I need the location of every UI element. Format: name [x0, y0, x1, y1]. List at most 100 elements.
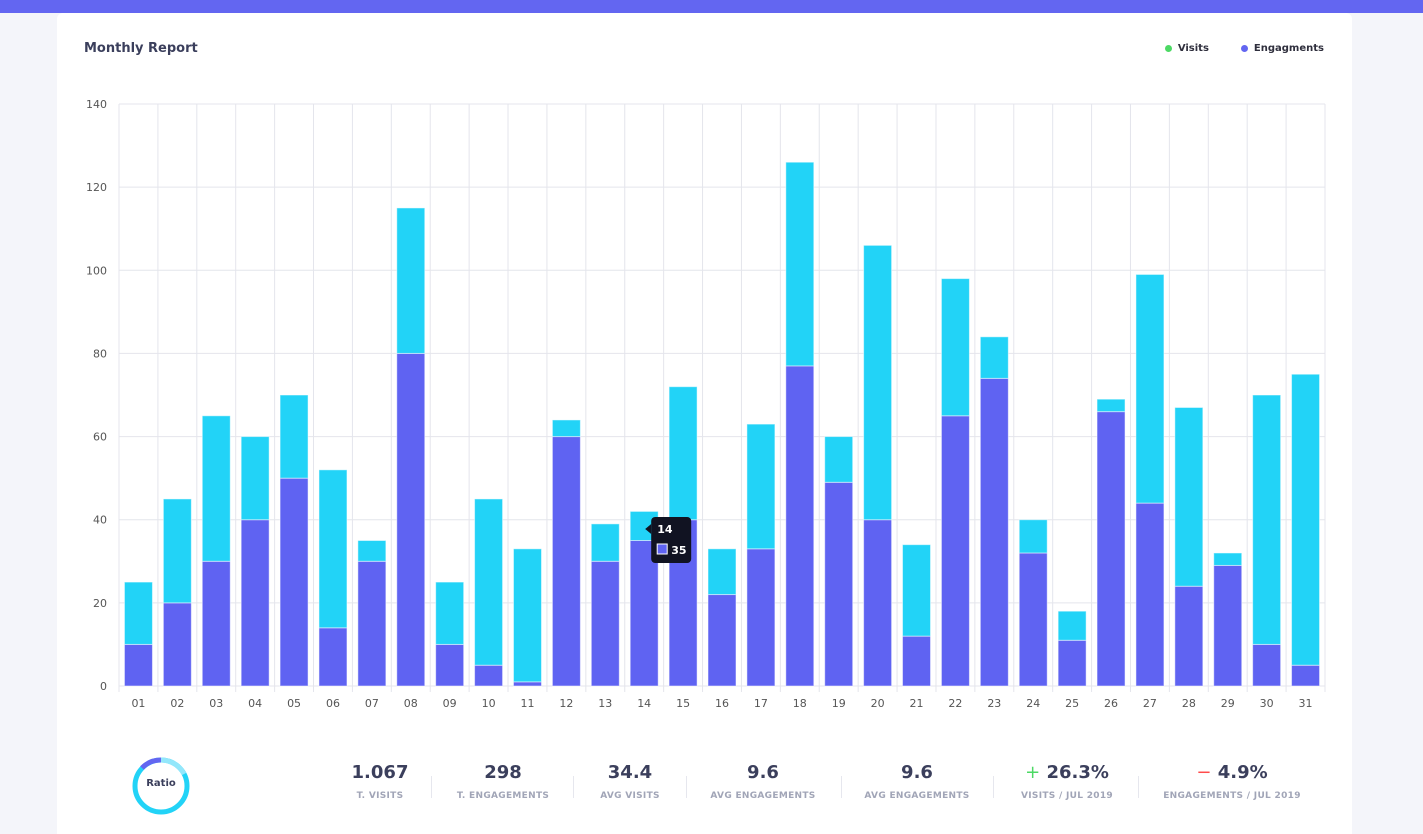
x-tick-label: 27	[1143, 697, 1157, 710]
bar-engagments-14	[629, 540, 659, 687]
stat-value: 298	[484, 762, 522, 783]
bar-visits-13	[590, 523, 620, 562]
x-tick-label: 18	[793, 697, 807, 710]
bar-visits-19	[824, 436, 854, 483]
y-tick-label: 60	[93, 431, 107, 444]
bar-visits-15	[668, 386, 698, 521]
bar-visits-29	[1213, 552, 1243, 566]
bar-visits-27	[1135, 273, 1165, 504]
x-tick-label: 20	[871, 697, 885, 710]
stat-value: 26.3%	[1046, 762, 1109, 783]
bar-visits-31	[1291, 373, 1321, 666]
bar-visits-24	[1018, 519, 1048, 554]
bar-engagments-01	[123, 643, 153, 687]
x-tick-label: 03	[209, 697, 223, 710]
bar-visits-03	[201, 415, 231, 562]
x-tick-label: 22	[948, 697, 962, 710]
stat-label: AVG ENGAGEMENTS	[710, 791, 816, 801]
bar-visits-09	[435, 581, 465, 645]
legend-dot-engagments	[1240, 45, 1248, 52]
y-tick-label: 140	[86, 98, 107, 111]
x-tick-label: 11	[520, 697, 534, 710]
chart-legend: Visits Engagments	[1164, 43, 1324, 54]
bar-engagments-22	[940, 415, 970, 687]
stat-visits-change: + 26.3% VISITS / JUL 2019	[1012, 762, 1122, 801]
bar-engagments-31	[1291, 664, 1321, 687]
bar-engagments-27	[1135, 502, 1165, 687]
tooltip-title: 14	[657, 523, 673, 536]
bar-engagments-03	[201, 560, 231, 687]
stat-value: 9.6	[747, 762, 779, 783]
minus-sign-icon: −	[1196, 762, 1212, 783]
x-tick-label: 28	[1182, 697, 1196, 710]
bar-visits-30	[1252, 394, 1282, 645]
x-tick-label: 19	[832, 697, 846, 710]
bar-engagments-12	[551, 436, 581, 687]
stat-engagements-change: − 4.9% ENGAGEMENTS / JUL 2019	[1160, 762, 1304, 801]
x-tick-label: 05	[287, 697, 301, 710]
x-tick-label: 30	[1260, 697, 1274, 710]
y-tick-label: 120	[86, 181, 107, 194]
x-tick-label: 04	[248, 697, 262, 710]
stat-divider	[993, 776, 994, 798]
bar-engagments-18	[785, 365, 815, 687]
y-tick-label: 100	[86, 264, 107, 277]
ratio-label: Ratio	[146, 778, 176, 789]
x-tick-label: 17	[754, 697, 768, 710]
stat-label: VISITS / JUL 2019	[1021, 791, 1113, 801]
stat-label: ENGAGEMENTS / JUL 2019	[1163, 791, 1301, 801]
x-tick-label: 23	[987, 697, 1001, 710]
stat-value: 34.4	[607, 762, 653, 783]
bar-engagments-24	[1018, 552, 1048, 687]
x-tick-label: 15	[676, 697, 690, 710]
ratio-donut-ring	[132, 757, 190, 815]
tooltip-swatch	[656, 543, 668, 555]
ratio-donut: Ratio	[131, 756, 191, 816]
stat-value-row: + 26.3%	[1012, 762, 1122, 783]
stat-avg-visits: 34.4 AVG VISITS	[585, 762, 675, 801]
bar-engagments-13	[590, 560, 620, 687]
stat-total-visits: 1.067 T. VISITS	[340, 762, 420, 801]
bar-visits-01	[123, 581, 153, 645]
x-tick-label: 21	[910, 697, 924, 710]
bar-visits-21	[902, 544, 932, 637]
stat-label: AVG ENGAGEMENTS	[864, 791, 970, 801]
bar-engagments-25	[1057, 639, 1087, 687]
stat-value: 4.9%	[1217, 762, 1268, 783]
x-tick-label: 09	[443, 697, 457, 710]
tooltip-value: 35	[671, 544, 686, 557]
bar-visits-04	[240, 436, 270, 521]
x-tick-label: 10	[482, 697, 496, 710]
bar-engagments-26	[1096, 411, 1126, 687]
x-tick-label: 07	[365, 697, 379, 710]
x-tick-label: 26	[1104, 697, 1118, 710]
bar-engagments-11	[512, 681, 542, 687]
x-tick-label: 01	[131, 697, 145, 710]
stat-avg-engagements: 9.6 AVG ENGAGEMENTS	[703, 762, 823, 801]
bar-engagments-19	[824, 481, 854, 687]
bar-visits-17	[746, 423, 776, 550]
bar-visits-26	[1096, 398, 1126, 413]
legend-item-visits[interactable]: Visits	[1164, 43, 1209, 54]
bar-visits-11	[512, 548, 542, 683]
bar-visits-23	[979, 336, 1009, 379]
bar-visits-06	[318, 469, 348, 629]
legend-dot-visits	[1164, 45, 1172, 52]
stats-row: Ratio 1.067 T. VISITS 298 T. ENGAGEMENTS…	[0, 740, 1423, 830]
legend-label-visits: Visits	[1177, 43, 1209, 54]
bar-engagments-21	[902, 635, 932, 687]
x-tick-label: 31	[1299, 697, 1313, 710]
stat-value-row: − 4.9%	[1160, 762, 1304, 783]
bar-visits-02	[162, 498, 192, 604]
bar-visits-18	[785, 161, 815, 367]
x-tick-label: 24	[1026, 697, 1040, 710]
y-tick-label: 20	[93, 597, 107, 610]
bar-visits-25	[1057, 610, 1087, 641]
bar-visits-16	[707, 548, 737, 596]
bar-engagments-06	[318, 627, 348, 687]
bar-engagments-29	[1213, 564, 1243, 687]
bar-visits-22	[940, 278, 970, 417]
report-title: Monthly Report	[84, 41, 198, 56]
legend-item-engagments[interactable]: Engagments	[1240, 43, 1324, 54]
stat-total-engagements: 298 T. ENGAGEMENTS	[443, 762, 563, 801]
